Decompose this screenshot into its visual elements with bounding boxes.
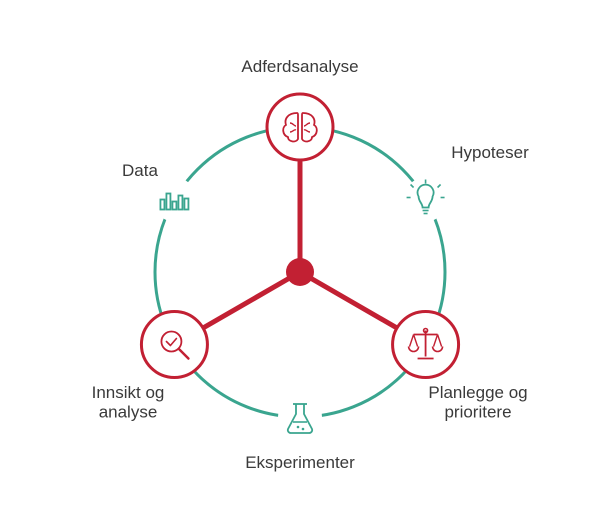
label-hypoteser: Hypoteser (451, 143, 529, 162)
process-diagram: Adferdsanalyse Planlegge ogprioritere Inns… (0, 0, 616, 513)
label-planlegge: Planlegge ogprioritere (428, 383, 527, 422)
label-innsikt: Innsikt oganalyse (92, 383, 165, 422)
node-adferdsanalyse (267, 94, 333, 160)
node-innsikt (141, 312, 207, 378)
icon-backing (152, 178, 196, 222)
label-eksperimenter: Eksperimenter (245, 453, 355, 472)
hub (286, 258, 314, 286)
label-data: Data (122, 161, 158, 180)
label-adferdsanalyse: Adferdsanalyse (241, 57, 358, 76)
